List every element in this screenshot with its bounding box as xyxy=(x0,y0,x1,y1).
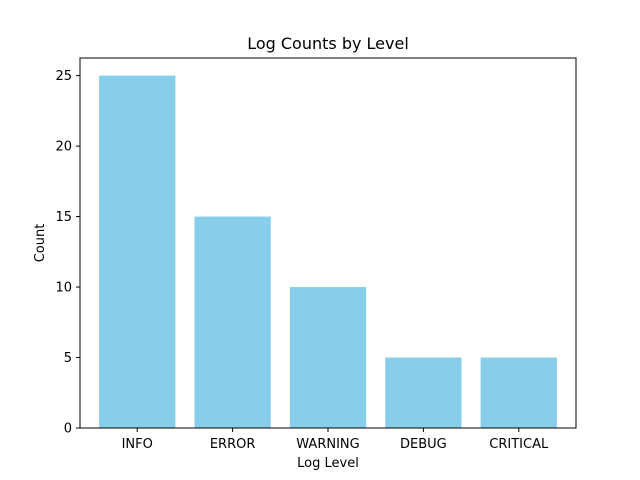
y-tick-label: 5 xyxy=(64,351,72,366)
bar-info xyxy=(99,75,176,429)
bar-debug xyxy=(385,357,462,428)
y-tick-label: 10 xyxy=(55,281,72,296)
y-tick-label: 25 xyxy=(55,69,72,84)
y-tick-label: 0 xyxy=(64,422,72,437)
chart-title: Log Counts by Level xyxy=(247,34,409,53)
x-tick-label: ERROR xyxy=(210,437,256,452)
y-tick-label: 15 xyxy=(55,210,72,225)
bars-layer xyxy=(99,75,557,429)
y-axis-title: Count xyxy=(33,224,48,263)
x-axis-title: Log Level xyxy=(297,456,359,471)
x-tick-label: INFO xyxy=(122,437,153,452)
y-tick-label: 20 xyxy=(55,140,72,155)
x-axis: INFO ERROR WARNING DEBUG CRITICAL xyxy=(122,428,549,452)
bar-warning xyxy=(289,287,367,428)
x-tick-label: WARNING xyxy=(296,437,359,452)
y-axis: 0 5 10 15 20 25 xyxy=(55,69,80,437)
x-tick-label: DEBUG xyxy=(400,437,447,452)
bar-critical xyxy=(480,357,557,428)
bar-error xyxy=(194,216,271,428)
x-tick-label: CRITICAL xyxy=(489,437,549,452)
